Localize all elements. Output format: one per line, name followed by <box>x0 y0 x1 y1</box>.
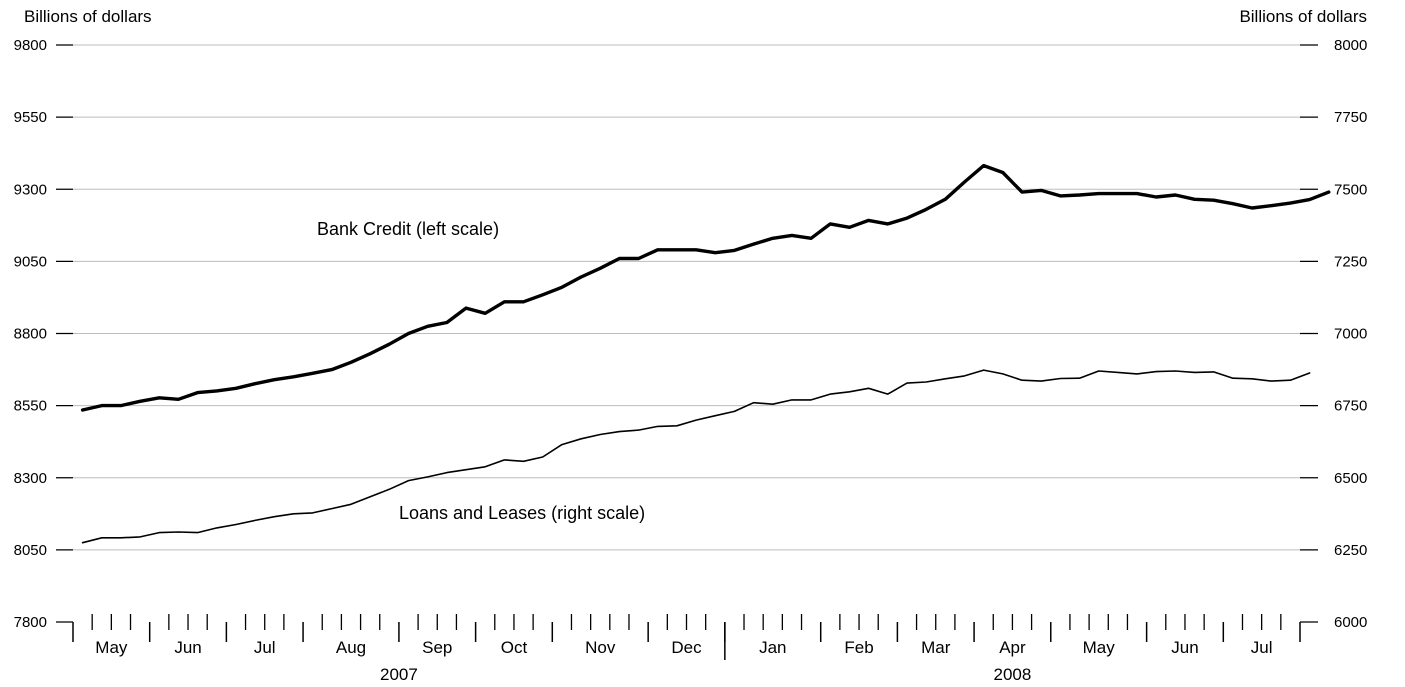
left-tick-label: 7800 <box>14 614 47 631</box>
series-lines <box>80 163 1331 544</box>
left-axis: 7800 8050 8300 8550 8800 9050 9300 9550 9800 <box>14 37 73 631</box>
right-tick-label: 7750 <box>1334 109 1367 126</box>
month-label: Nov <box>585 638 616 657</box>
month-label: Dec <box>671 638 702 657</box>
right-axis: 6000 6250 6500 6750 7000 7250 7500 7750 8000 <box>1300 37 1367 631</box>
left-tick-label: 8550 <box>14 398 47 415</box>
left-tick-label: 9050 <box>14 253 47 270</box>
gridlines <box>73 44 1300 551</box>
year-label: 2008 <box>994 665 1032 684</box>
month-label: Jan <box>759 638 786 657</box>
year-label: 2007 <box>380 665 418 684</box>
left-tick-label: 9300 <box>14 181 47 198</box>
month-label: Jul <box>1251 638 1273 657</box>
month-label: May <box>1083 638 1116 657</box>
month-label: Jul <box>254 638 276 657</box>
right-tick-label: 6750 <box>1334 398 1367 415</box>
month-label: Jun <box>1171 638 1198 657</box>
right-tick-label: 8000 <box>1334 37 1367 54</box>
left-axis-title: Billions of dollars <box>24 7 152 26</box>
month-label: Aug <box>336 638 366 657</box>
month-label: Oct <box>501 638 528 657</box>
series-label-bank-credit: Bank Credit (left scale) <box>317 219 499 239</box>
series-line-bank-credit <box>80 163 1331 412</box>
series-label-loans-leases: Loans and Leases (right scale) <box>399 503 645 523</box>
month-label: Apr <box>999 638 1026 657</box>
month-label: Jun <box>174 638 201 657</box>
right-tick-label: 7250 <box>1334 253 1367 270</box>
month-label: May <box>95 638 128 657</box>
right-axis-title: Billions of dollars <box>1239 7 1367 26</box>
left-tick-label: 9800 <box>14 37 47 54</box>
right-tick-label: 6000 <box>1334 614 1367 631</box>
x-axis: May Jun Jul Aug Sep Oct Nov Dec Jan Feb Mar Apr May J… <box>72 614 1301 684</box>
left-tick-label: 8800 <box>14 326 47 343</box>
series-line-loans-leases <box>81 369 1311 544</box>
left-tick-label: 8300 <box>14 470 47 487</box>
right-tick-label: 6500 <box>1334 470 1367 487</box>
right-tick-label: 7000 <box>1334 326 1367 343</box>
month-label: Feb <box>844 638 873 657</box>
month-label: Sep <box>422 638 452 657</box>
left-tick-label: 8050 <box>14 542 47 559</box>
left-tick-label: 9550 <box>14 109 47 126</box>
right-tick-label: 6250 <box>1334 542 1367 559</box>
month-label: Mar <box>921 638 951 657</box>
right-tick-label: 7500 <box>1334 181 1367 198</box>
